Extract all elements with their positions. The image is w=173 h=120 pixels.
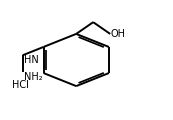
Text: HCl: HCl (12, 80, 29, 90)
Text: HN: HN (24, 55, 38, 65)
Text: NH₂: NH₂ (24, 72, 42, 82)
Text: OH: OH (111, 29, 126, 39)
